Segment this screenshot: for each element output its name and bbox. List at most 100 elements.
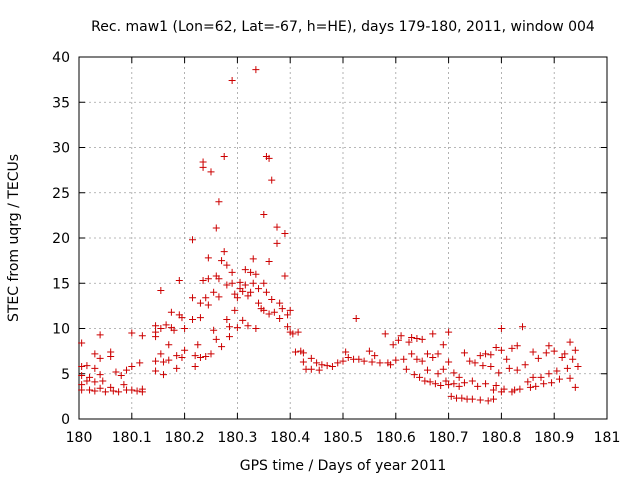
data-point [107,353,115,361]
data-point [397,332,405,340]
data-point [191,352,199,360]
data-point [334,359,342,367]
data-point [545,342,553,350]
data-point [220,248,228,256]
data-point [268,176,276,184]
data-point [212,335,220,343]
data-point [281,229,289,237]
data-point [133,387,141,395]
data-point [162,321,170,329]
data-point [400,355,408,363]
data-point [255,285,263,293]
data-point [526,383,534,391]
data-point [286,306,294,314]
data-point [273,223,281,231]
data-point [244,292,252,300]
data-point [532,382,540,390]
x-tick-label: 180.3 [217,430,257,446]
data-point [228,279,236,287]
data-point [91,387,99,395]
data-point [78,363,86,371]
data-point [202,353,210,361]
data-point [112,368,120,376]
data-point [371,352,379,360]
data-point [152,322,160,330]
data-point [445,381,453,389]
data-point [86,386,94,394]
data-point [244,322,252,330]
y-tick-label: 40 [52,50,70,66]
data-point [202,294,210,302]
data-point [262,288,270,296]
x-tick-labels: 180 180.1 180.2 180.3 180.4 180.5 180.6 180.7 18… [66,430,621,446]
data-point [165,341,173,349]
data-point [167,308,175,316]
x-tick-label: 180.1 [112,430,152,446]
data-point [204,275,212,283]
data-point [241,281,249,289]
data-point [128,363,136,371]
data-point [450,369,458,377]
data-point [99,377,107,385]
data-point [323,362,331,370]
data-point [91,350,99,358]
data-point [96,331,104,339]
data-point [516,385,524,393]
data-point [513,342,521,350]
data-point [178,353,186,361]
data-point [83,362,91,370]
data-point [540,380,548,388]
data-point [387,361,395,369]
data-point [445,358,453,366]
data-point [489,386,497,394]
data-point [225,323,233,331]
data-point [157,286,165,294]
data-point [299,349,307,357]
x-tick-label: 180.9 [534,430,574,446]
data-point [231,306,239,314]
data-point [476,352,484,360]
data-point [352,315,360,323]
data-point [545,370,553,378]
data-point [413,334,421,342]
data-point [418,357,426,365]
data-point [508,344,516,352]
data-point [223,315,231,323]
data-point [418,335,426,343]
y-tick-label: 30 [52,141,70,157]
data-point [260,306,268,314]
x-tick-label: 180.5 [323,430,363,446]
data-point [218,257,226,265]
x-tick-label: 180.4 [270,430,310,446]
data-point [550,347,558,355]
data-point [199,163,207,171]
data-point [210,326,218,334]
data-point [268,296,276,304]
data-point [561,350,569,358]
data-point [231,290,239,298]
data-point [107,383,115,391]
data-point [165,356,173,364]
data-point [511,386,519,394]
data-point [299,358,307,366]
data-point [468,395,476,403]
data-point [199,277,207,285]
data-point [307,365,315,373]
data-point [276,299,284,307]
data-point [284,323,292,331]
data-point [196,299,204,307]
data-point [218,343,226,351]
data-point [426,378,434,386]
data-point [408,350,416,358]
data-point [482,350,490,358]
data-point [96,384,104,392]
data-point [505,364,513,372]
data-point [534,354,542,362]
data-point [136,359,144,367]
data-point [466,357,474,365]
data-point [215,293,223,301]
data-point [445,328,453,336]
data-point [442,377,450,385]
data-point [228,268,236,276]
data-point [447,392,455,400]
